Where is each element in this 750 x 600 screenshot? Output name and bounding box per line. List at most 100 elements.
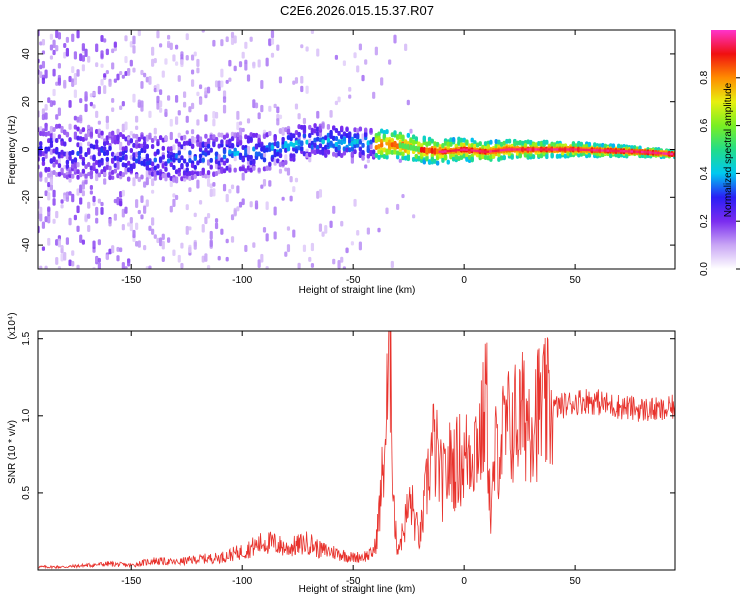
spectrogram-cell bbox=[134, 143, 139, 149]
spectrogram-cell bbox=[44, 190, 48, 197]
spectrogram-cell bbox=[151, 178, 155, 187]
spectrogram-cell bbox=[249, 160, 253, 166]
spectrogram-cell bbox=[340, 153, 344, 159]
spectrogram-cell bbox=[276, 151, 280, 157]
spectrogram-cell bbox=[188, 106, 192, 113]
spectrogram-cell bbox=[422, 135, 426, 141]
spectrogram-cell bbox=[334, 152, 339, 158]
spectrogram-cell bbox=[366, 140, 371, 146]
spectrogram-cell bbox=[449, 141, 453, 147]
spectrogram-cell bbox=[79, 53, 83, 62]
spectrogram-cell bbox=[94, 160, 99, 166]
spectrogram-cell bbox=[68, 123, 72, 130]
spectrogram-cell bbox=[156, 141, 160, 147]
spectrogram-cell bbox=[401, 136, 405, 142]
spectrogram-cell bbox=[292, 229, 296, 238]
spectrogram-cell bbox=[60, 140, 64, 146]
spectrogram-cell bbox=[65, 132, 70, 138]
spectrogram-cell bbox=[134, 173, 139, 179]
spectrogram-cell bbox=[387, 143, 392, 149]
spectrogram-cell bbox=[483, 141, 488, 147]
spectrogram-cell bbox=[206, 86, 211, 94]
spectrogram-cell bbox=[143, 72, 147, 78]
spectrogram-cell bbox=[577, 148, 581, 151]
spectrogram-cell bbox=[459, 142, 464, 148]
spectrogram-cell bbox=[110, 151, 115, 157]
spectrogram-cell bbox=[174, 61, 179, 66]
spectrogram-cell bbox=[284, 127, 288, 133]
spectrogram-cell bbox=[260, 80, 264, 90]
spectrogram-cell bbox=[150, 171, 155, 177]
spectrogram-cell bbox=[148, 110, 152, 118]
spectrogram-cell bbox=[228, 141, 232, 147]
spectrogram-cell bbox=[137, 159, 142, 165]
spectrogram-cell bbox=[337, 260, 341, 269]
spectrogram-cell bbox=[356, 65, 360, 73]
spectrogram-cell bbox=[214, 80, 219, 88]
spectrogram-cell bbox=[52, 218, 56, 224]
spectrogram-cell bbox=[52, 68, 56, 77]
spectrogram-x-ticks: -150 -100 -50 0 50 bbox=[121, 30, 581, 286]
spectrogram-cell bbox=[513, 141, 517, 147]
spectrogram-cell bbox=[321, 146, 325, 152]
spectrogram-cell bbox=[89, 165, 94, 171]
spectrogram-cell bbox=[182, 91, 187, 98]
spectrogram-cell bbox=[116, 155, 120, 161]
spectrogram-cell bbox=[182, 101, 187, 108]
spectrogram-cell bbox=[531, 148, 536, 151]
spectrogram-cell bbox=[145, 170, 149, 179]
spectrogram-cell bbox=[411, 145, 416, 152]
spectrogram-cell bbox=[108, 145, 112, 151]
snr-x-ticks: -150 -100 -50 0 50 bbox=[121, 331, 581, 587]
chart-title: C2E6.2026.015.15.37.R07 bbox=[280, 3, 434, 18]
spectrogram-cell bbox=[209, 188, 213, 198]
spectrogram-cell bbox=[667, 152, 672, 156]
spectrogram-cell bbox=[63, 43, 67, 48]
spectrogram-cell bbox=[587, 148, 592, 152]
spectrogram-cell bbox=[60, 253, 64, 262]
spectrogram-cell bbox=[137, 143, 142, 149]
spectrogram-cell bbox=[44, 148, 48, 154]
spectrogram-cell bbox=[388, 59, 392, 65]
spectrogram-cell bbox=[177, 171, 181, 177]
spectrogram-cell bbox=[648, 151, 653, 154]
spectrogram-cell bbox=[151, 228, 155, 235]
spectrogram-cell bbox=[52, 169, 56, 175]
spectrogram-cell bbox=[87, 213, 91, 219]
spectrogram-cell bbox=[174, 153, 179, 159]
spectrogram-cell bbox=[97, 262, 101, 269]
spectrogram-cell bbox=[196, 58, 200, 67]
spectrogram-cell bbox=[526, 139, 530, 145]
spectrogram-cell bbox=[316, 145, 320, 151]
spectrogram-cell bbox=[316, 190, 320, 199]
spectrogram-cell bbox=[324, 135, 328, 141]
spectrogram-cell bbox=[188, 176, 192, 182]
spectrogram-cell bbox=[41, 151, 46, 157]
spectrogram-cell bbox=[193, 164, 197, 170]
spectrogram-cell bbox=[182, 141, 187, 147]
spectrogram-cell bbox=[161, 154, 165, 160]
spectrogram-cell bbox=[84, 92, 88, 102]
spectrogram-cell bbox=[57, 151, 62, 157]
spectrogram-cell bbox=[169, 205, 173, 213]
spectrogram-cell bbox=[121, 146, 126, 152]
spectrogram-cell bbox=[97, 85, 101, 95]
spectrogram-cell bbox=[371, 149, 376, 155]
spectrogram-cell bbox=[289, 132, 293, 138]
spectrogram-cell bbox=[185, 130, 189, 135]
spectrogram-cell bbox=[79, 149, 83, 155]
spectrogram-cell bbox=[265, 233, 269, 242]
spectrogram-cell bbox=[110, 169, 115, 175]
spectrogram-cell bbox=[79, 184, 83, 194]
snr-frame bbox=[37, 330, 676, 571]
spectrogram-cell bbox=[606, 149, 610, 152]
spectrogram-cell bbox=[84, 151, 88, 157]
spectrogram-cell bbox=[172, 152, 176, 158]
spectrogram-cell bbox=[156, 237, 160, 244]
spectrogram-cells bbox=[38, 30, 675, 269]
spectrogram-cell bbox=[220, 139, 224, 145]
spectrogram-cell bbox=[129, 138, 134, 144]
spectrogram-cell bbox=[422, 159, 426, 165]
spectrogram-cell bbox=[262, 157, 267, 163]
spectrogram-cell bbox=[387, 149, 392, 155]
